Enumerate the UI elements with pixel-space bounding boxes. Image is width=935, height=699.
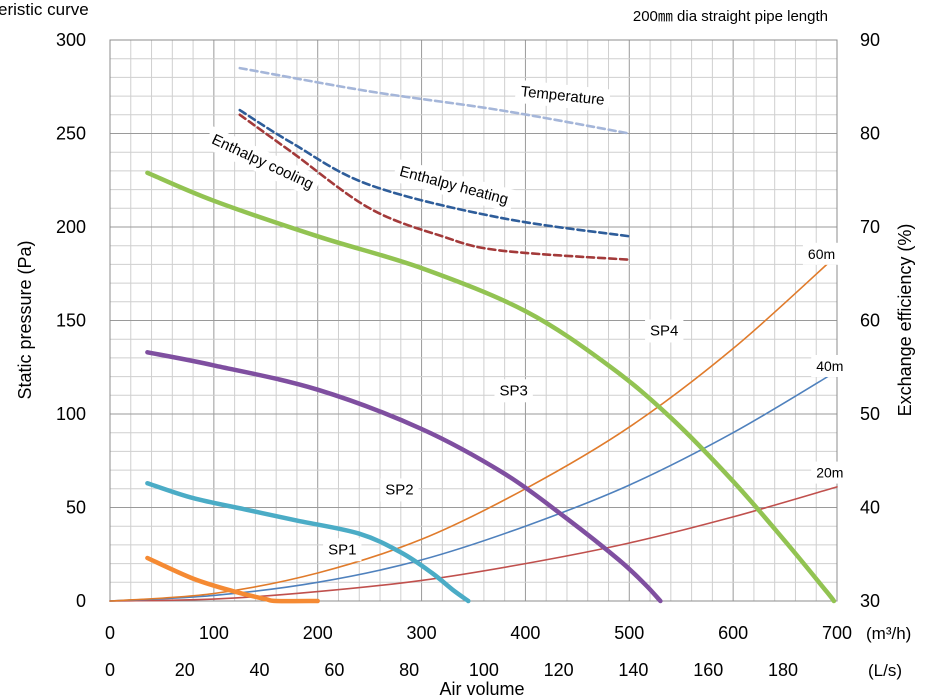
label-bg-temperature xyxy=(514,79,611,113)
y2-tick: 60 xyxy=(860,311,880,331)
curve-sp3 xyxy=(145,350,663,604)
label-bg-sp4 xyxy=(645,319,684,343)
curve-sp4 xyxy=(145,170,837,604)
label-40m: 40m xyxy=(816,358,843,374)
y2-tick: 40 xyxy=(860,498,880,518)
x-axis-label: Air volume xyxy=(439,679,524,699)
plot-area-border xyxy=(109,39,838,602)
y-tick: 50 xyxy=(66,498,86,518)
y-tick: 0 xyxy=(76,591,86,611)
chart-subtitle: 200㎜ dia straight pipe length xyxy=(633,8,828,25)
label-bg-60m xyxy=(802,242,841,265)
x-tick-m3h: 100 xyxy=(199,623,229,643)
label-bg-sp3 xyxy=(494,379,533,403)
x-tick-m3h: 300 xyxy=(407,623,437,643)
label-bg-enthalpy-heating xyxy=(392,158,516,213)
x-tick-ls: 0 xyxy=(105,660,115,680)
y-tick: 100 xyxy=(56,404,86,424)
label-bg-20m xyxy=(811,461,849,484)
label-group-sp1: SP1 xyxy=(323,538,362,562)
label-bg-sp2 xyxy=(380,478,419,502)
x-tick-m3h: 200 xyxy=(303,623,333,643)
label-20m: 20m xyxy=(816,465,843,481)
x-tick-ls: 40 xyxy=(250,660,270,680)
x-tick-ls: 100 xyxy=(469,660,499,680)
label-bg-enthalpy-cooling xyxy=(203,126,322,198)
curve-enthalpy-cooling xyxy=(238,113,631,261)
x-tick-m3h: 600 xyxy=(718,623,748,643)
label-group-sp2: SP2 xyxy=(380,478,419,502)
y-tick: 200 xyxy=(56,217,86,237)
label-group-temperature: Temperature xyxy=(514,79,611,113)
y2-tick: 70 xyxy=(860,217,880,237)
label-60m: 60m xyxy=(808,246,835,262)
curve-40m xyxy=(109,370,838,602)
x-tick-ls: 140 xyxy=(618,660,648,680)
x-tick-ls: 20 xyxy=(175,660,195,680)
y2-axis-label: Exchange efficiency (%) xyxy=(895,224,915,417)
x-tick-ls: 160 xyxy=(693,660,723,680)
x-tick-m3h: 700 xyxy=(822,623,852,643)
x-tick-ls: 180 xyxy=(768,660,798,680)
label-sp3: SP3 xyxy=(499,382,527,399)
label-sp1: SP1 xyxy=(328,541,356,558)
label-enthalpy-cooling: Enthalpy cooling xyxy=(209,131,316,193)
label-group-40m: 40m xyxy=(811,354,849,377)
x-tick-ls: 60 xyxy=(324,660,344,680)
label-sp4: SP4 xyxy=(650,322,678,339)
y2-tick: 90 xyxy=(860,30,880,50)
y-tick: 300 xyxy=(56,30,86,50)
curve-enthalpy-heating xyxy=(238,108,631,238)
y2-tick: 80 xyxy=(860,124,880,144)
y-tick: 250 xyxy=(56,124,86,144)
x-tick-m3h: 500 xyxy=(614,623,644,643)
grid xyxy=(110,40,837,601)
y-axis-label: Static pressure (Pa) xyxy=(15,240,35,399)
x-unit-ls: (L/s) xyxy=(868,661,902,680)
label-group-60m: 60m xyxy=(802,242,841,265)
label-group-20m: 20m xyxy=(811,461,849,484)
label-bg-sp1 xyxy=(323,538,362,562)
curves xyxy=(109,66,838,604)
x-unit-m3h: (m³/h) xyxy=(866,624,911,643)
chart-title: eristic curve xyxy=(0,0,89,19)
curve-20m xyxy=(109,486,838,602)
curve-sp1 xyxy=(145,555,320,604)
label-group-sp3: SP3 xyxy=(494,379,533,403)
x-tick-m3h: 400 xyxy=(510,623,540,643)
x-tick-ls: 80 xyxy=(399,660,419,680)
label-group-enthalpy-heating: Enthalpy heating xyxy=(392,158,516,213)
label-sp2: SP2 xyxy=(385,481,413,498)
y2-tick: 30 xyxy=(860,591,880,611)
curve-sp2 xyxy=(145,480,471,604)
curve-temperature xyxy=(238,66,631,135)
x-tick-m3h: 0 xyxy=(105,623,115,643)
y-tick: 150 xyxy=(56,311,86,331)
x-tick-ls: 120 xyxy=(544,660,574,680)
label-bg-40m xyxy=(811,354,849,377)
y2-tick: 50 xyxy=(860,404,880,424)
label-group-sp4: SP4 xyxy=(645,319,684,343)
curve-60m xyxy=(109,254,838,602)
